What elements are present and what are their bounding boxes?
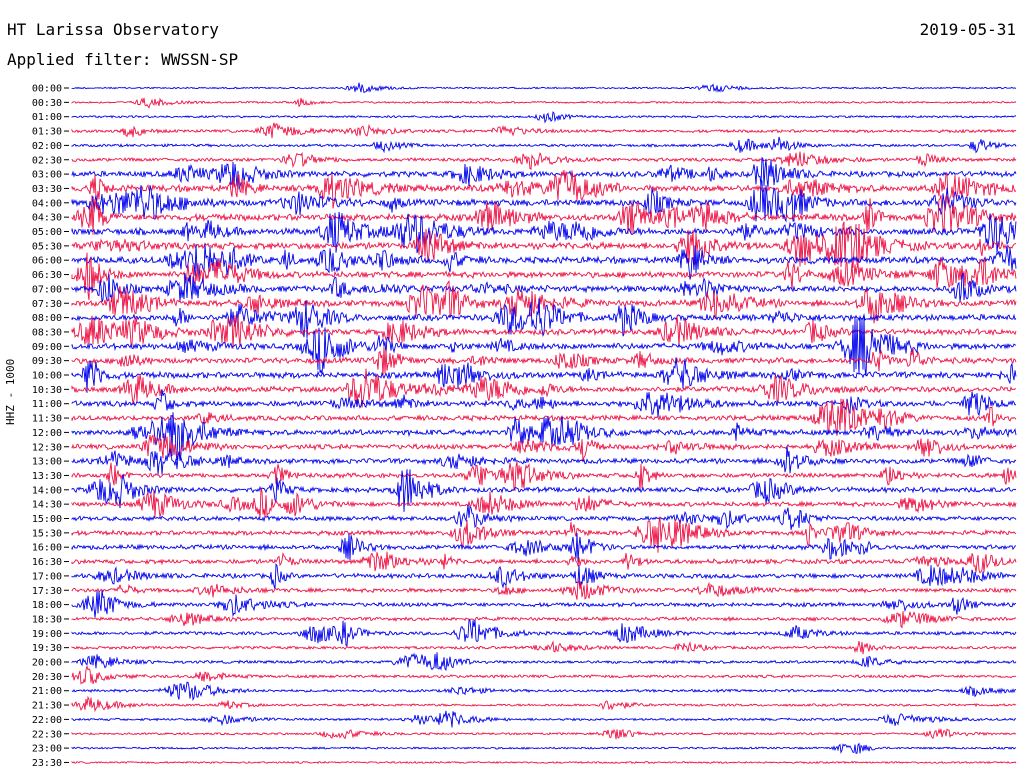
trace-row	[71, 469, 1017, 512]
trace-row	[71, 412, 1017, 461]
row-time-label: 03:30	[32, 184, 62, 195]
trace-row	[71, 488, 1017, 518]
row-time-label: 06:30	[32, 270, 62, 281]
filter-label: Applied filter: WWSSN-SP	[7, 50, 239, 69]
row-time-label: 08:30	[32, 327, 62, 338]
trace-row	[71, 151, 1017, 170]
row-time-label: 19:00	[32, 629, 62, 640]
trace-row	[71, 398, 1017, 436]
trace-row	[71, 727, 1017, 740]
row-time-label: 07:30	[32, 299, 62, 310]
row-time-label: 17:30	[32, 586, 62, 597]
row-time-label: 04:00	[32, 198, 62, 209]
row-time-label: 20:30	[32, 672, 62, 683]
trace-row	[71, 664, 1017, 685]
trace-row	[71, 389, 1017, 418]
trace-row	[71, 111, 1017, 124]
row-time-label: 14:00	[32, 485, 62, 496]
row-time-label: 03:00	[32, 170, 62, 181]
trace-row	[71, 760, 1017, 765]
row-time-label: 05:00	[32, 227, 62, 238]
trace-row	[71, 252, 1017, 301]
trace-row	[71, 516, 1017, 553]
row-time-label: 23:30	[32, 758, 62, 769]
row-time-label: 00:30	[32, 98, 62, 109]
trace-row	[71, 640, 1017, 655]
trace-row	[71, 156, 1017, 191]
row-time-label: 13:00	[32, 457, 62, 468]
row-time-label: 15:30	[32, 528, 62, 539]
trace-row	[71, 445, 1017, 475]
trace-row	[71, 194, 1017, 235]
row-time-label: 17:00	[32, 571, 62, 582]
row-time-label: 02:00	[32, 141, 62, 152]
row-time-label: 07:00	[32, 284, 62, 295]
row-time-label: 09:30	[32, 356, 62, 367]
trace-row	[71, 298, 1017, 339]
trace-row	[71, 652, 1017, 671]
row-time-label: 00:00	[32, 84, 62, 95]
row-time-label: 12:30	[32, 442, 62, 453]
trace-row	[71, 461, 1017, 492]
trace-row	[71, 695, 1017, 713]
trace-row	[71, 710, 1017, 728]
trace-row	[71, 590, 1017, 618]
trace-row	[71, 357, 1017, 393]
trace-row	[71, 563, 1017, 590]
row-time-label: 22:00	[32, 715, 62, 726]
trace-row	[71, 314, 1017, 349]
trace-row	[71, 136, 1017, 154]
trace-row	[71, 368, 1017, 408]
row-time-label: 15:00	[32, 514, 62, 525]
row-time-label: 16:30	[32, 557, 62, 568]
row-time-label: 21:00	[32, 686, 62, 697]
trace-row	[71, 169, 1017, 209]
row-time-label: 04:30	[32, 213, 62, 224]
observatory-title: HT Larissa Observatory	[7, 20, 219, 39]
row-time-label: 20:00	[32, 658, 62, 669]
row-time-label: 02:30	[32, 155, 62, 166]
trace-row	[71, 551, 1017, 574]
row-time-label: 10:30	[32, 385, 62, 396]
row-time-label: 18:30	[32, 614, 62, 625]
record-date: 2019-05-31	[919, 20, 1016, 39]
trace-row	[71, 82, 1017, 94]
row-time-label: 10:00	[32, 371, 62, 382]
row-time-label: 11:30	[32, 414, 62, 425]
row-time-label: 23:00	[32, 744, 62, 755]
trace-row	[71, 97, 1017, 109]
trace-row	[71, 611, 1017, 629]
row-time-label: 06:00	[32, 256, 62, 267]
row-time-label: 11:00	[32, 399, 62, 410]
trace-row	[71, 315, 1017, 377]
trace-row	[71, 280, 1017, 324]
row-time-label: 22:30	[32, 729, 62, 740]
row-time-label: 13:30	[32, 471, 62, 482]
row-time-label: 16:00	[32, 543, 62, 554]
trace-row	[71, 578, 1017, 600]
row-time-label: 12:00	[32, 428, 62, 439]
trace-row	[71, 346, 1017, 377]
row-time-label: 21:30	[32, 701, 62, 712]
trace-row	[71, 504, 1017, 530]
row-time-label: 05:30	[32, 241, 62, 252]
trace-row	[71, 179, 1017, 223]
row-time-label: 09:00	[32, 342, 62, 353]
trace-row	[71, 533, 1017, 562]
trace-row	[71, 742, 1017, 754]
row-time-label: 01:30	[32, 127, 62, 138]
trace-row	[71, 434, 1017, 462]
row-time-label: 14:30	[32, 500, 62, 511]
row-time-label: 18:00	[32, 600, 62, 611]
row-time-label: 08:00	[32, 313, 62, 324]
trace-row	[71, 122, 1017, 139]
trace-row	[71, 681, 1017, 702]
row-time-label: 19:30	[32, 643, 62, 654]
trace-row	[71, 272, 1017, 303]
trace-row	[71, 221, 1017, 268]
trace-row	[71, 618, 1017, 647]
row-time-label: 01:00	[32, 112, 62, 123]
